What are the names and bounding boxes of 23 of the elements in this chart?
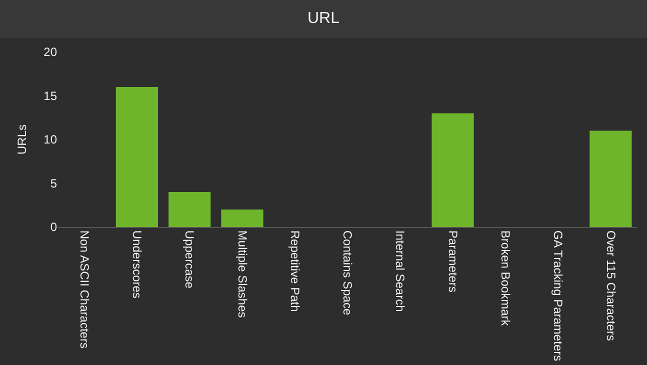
chart-title: URL bbox=[0, 0, 647, 38]
x-tick-label: Multiple Slashes bbox=[235, 230, 250, 318]
x-tick-label: Repetitive Path bbox=[288, 230, 302, 312]
x-tick-label: Internal Search bbox=[393, 230, 408, 312]
x-tick-label: Non ASCII Characters bbox=[77, 230, 92, 348]
x-tick-label: Underscores bbox=[130, 230, 144, 298]
bar bbox=[221, 210, 264, 227]
y-tick-label: 5 bbox=[50, 176, 58, 190]
y-tick-label: 10 bbox=[44, 132, 58, 147]
bar bbox=[432, 113, 474, 227]
y-axis-title: URLs bbox=[14, 124, 29, 155]
y-tick-label: 20 bbox=[44, 45, 58, 60]
x-tick-label: Over 115 Characters bbox=[604, 230, 618, 341]
bar bbox=[116, 87, 158, 227]
x-tick-label: Contains Space bbox=[340, 230, 355, 316]
x-tick-label: GA Tracking Parameters bbox=[551, 230, 566, 362]
bar bbox=[590, 130, 632, 227]
x-tick-label: Parameters bbox=[446, 230, 460, 292]
x-tick-label: Uppercase bbox=[182, 230, 197, 289]
x-tick-label: Broken Bookmark bbox=[498, 230, 513, 327]
bar bbox=[168, 192, 211, 227]
y-tick-label: 15 bbox=[44, 88, 58, 103]
y-tick-label: 0 bbox=[50, 220, 58, 234]
